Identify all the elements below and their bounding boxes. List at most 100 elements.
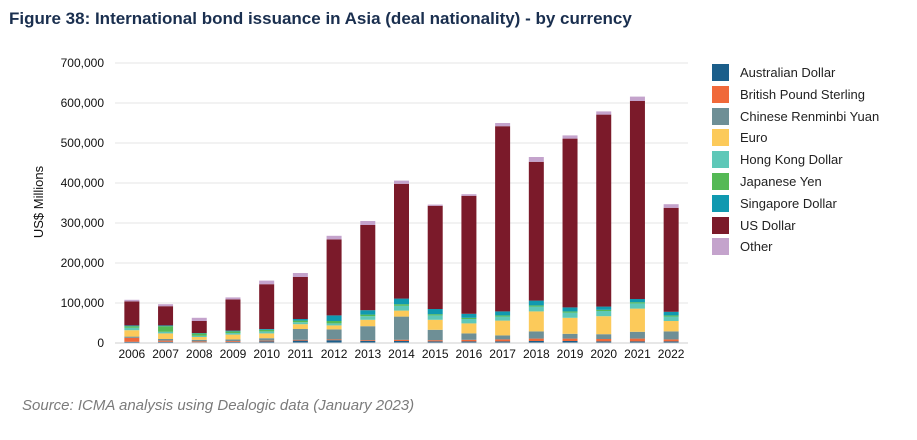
chart-title: Figure 38: International bond issuance i… [9, 9, 632, 28]
bar-segment [495, 320, 511, 336]
bar-segment [326, 340, 342, 343]
bar-segment [292, 277, 308, 319]
bar-segment [663, 341, 679, 343]
bar-segment [292, 322, 308, 325]
bar-segment [629, 96, 645, 101]
legend-label: US Dollar [740, 217, 796, 233]
legend-label: Singapore Dollar [740, 195, 837, 211]
bar-segment [461, 341, 477, 343]
bar-segment [326, 325, 342, 330]
bar-segment [394, 180, 409, 184]
bar-segment [461, 323, 477, 334]
bar-segment [191, 333, 207, 336]
bar-segment [124, 325, 140, 327]
bar-segment [360, 341, 376, 343]
x-tick-label: 2021 [624, 347, 651, 361]
bar-segment [663, 321, 679, 332]
x-tick-label: 2013 [354, 347, 381, 361]
y-tick-label: 400,000 [61, 176, 105, 190]
bar-segment [292, 273, 308, 277]
bar-segment [360, 225, 376, 311]
legend-label: Australian Dollar [740, 65, 836, 80]
x-tick-label: 2022 [658, 347, 685, 361]
bar-segment [562, 135, 578, 139]
bar-segment [629, 302, 645, 304]
bar-segment [292, 319, 308, 321]
bar-segment [427, 309, 443, 315]
bar-segment [124, 299, 140, 302]
bar-segment [663, 339, 679, 342]
y-tick-label: 0 [97, 336, 104, 350]
bar-segment [158, 340, 174, 342]
bar-segment [225, 299, 241, 331]
bar-segment [427, 341, 443, 343]
bar-segment [225, 333, 241, 335]
legend-label: Other [740, 239, 773, 255]
bar-segment [562, 307, 578, 312]
bar-segment [562, 338, 578, 341]
bar-segment [495, 335, 511, 340]
y-tick-label: 300,000 [61, 216, 105, 230]
bar-segment [663, 311, 679, 316]
bar-segment [326, 323, 342, 326]
bar-segment [596, 309, 612, 311]
bar-segment [629, 331, 645, 339]
bar-segment [394, 316, 409, 340]
bar-segment [394, 304, 409, 306]
bar-segment [360, 316, 376, 320]
bar-segment [629, 338, 645, 342]
bar-segment [158, 341, 174, 343]
bar-segment [629, 308, 645, 332]
bar-segment [225, 330, 241, 332]
legend-swatch [712, 129, 729, 147]
bar-segment [427, 205, 443, 309]
bar-segment [427, 329, 443, 341]
bar-segment [562, 311, 578, 313]
legend-label: British Pound Sterling [740, 86, 866, 102]
bar-segment [394, 341, 409, 343]
bar-segment [124, 337, 140, 342]
bar-segment [360, 326, 376, 341]
bar-segment [629, 299, 645, 303]
bar-segment [191, 339, 207, 342]
bar-segment [124, 330, 140, 337]
bar-segment [360, 319, 376, 327]
bar-segment [124, 301, 140, 326]
bar-segment [292, 324, 308, 329]
bar-segment [495, 315, 511, 317]
bar-segment [191, 337, 207, 340]
bar-segment [394, 339, 409, 341]
legend-label: Euro [740, 130, 768, 146]
y-tick-label: 100,000 [61, 296, 105, 310]
bar-segment [326, 329, 342, 340]
bar-segment [663, 316, 679, 321]
bar-segment [259, 329, 275, 330]
bar-segment [528, 311, 544, 332]
bar-segment [360, 340, 376, 341]
bar-segment [461, 319, 477, 324]
bar-segment [191, 341, 207, 343]
bar-segment [158, 333, 174, 339]
bar-segment [461, 194, 477, 196]
y-tick-label: 500,000 [61, 136, 105, 150]
bar-segment [596, 311, 612, 317]
legend-label: Hong Kong Dollar [740, 152, 843, 168]
legend-swatch [712, 151, 729, 169]
x-tick-label: 2008 [186, 347, 213, 361]
bar-segment [427, 319, 443, 330]
bar-segment [259, 280, 275, 285]
bar-segment [360, 314, 376, 317]
legend-swatch [712, 238, 729, 256]
x-tick-label: 2017 [489, 347, 516, 361]
bar-segment [394, 305, 409, 311]
bar-segment [292, 329, 308, 340]
bar-segment [596, 114, 612, 307]
bar-segment [663, 315, 679, 317]
bar-segment [596, 339, 612, 342]
bar-segment [528, 305, 544, 307]
bar-segment [158, 304, 174, 307]
bar-segment [158, 325, 174, 327]
bar-segment [158, 326, 174, 332]
x-tick-label: 2009 [220, 347, 247, 361]
x-tick-label: 2020 [590, 347, 617, 361]
